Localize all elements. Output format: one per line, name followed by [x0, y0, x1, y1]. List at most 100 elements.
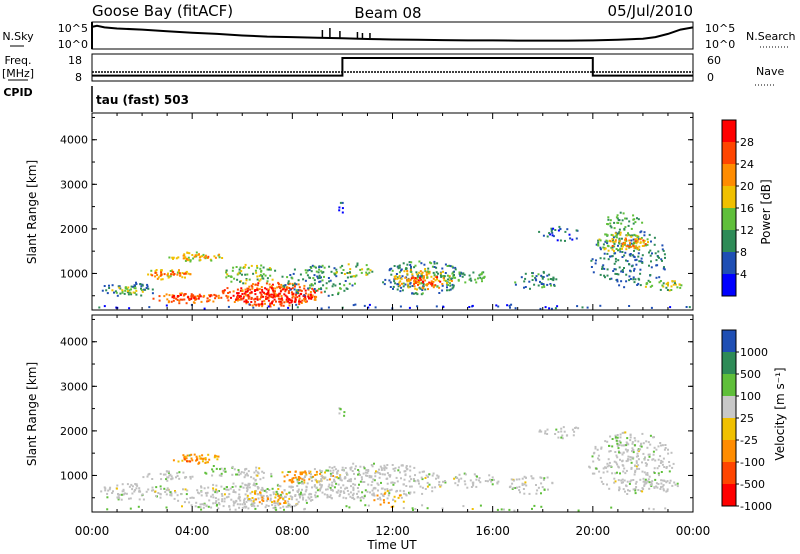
scatter-cell: [633, 256, 636, 259]
scatter-cell: [550, 307, 553, 310]
scatter-cell: [200, 457, 203, 460]
scatter-cell: [298, 494, 301, 497]
scatter-cell: [336, 476, 339, 479]
scatter-cell: [351, 275, 354, 278]
velocity-colorbar-segment: [722, 330, 736, 352]
scatter-cell: [464, 483, 467, 486]
scatter-cell: [303, 297, 305, 300]
scatter-cell: [632, 456, 635, 459]
scatter-cell: [308, 297, 310, 300]
scatter-cell: [291, 486, 294, 488]
scatter-cell: [123, 292, 126, 295]
scatter-cell: [127, 293, 130, 296]
scatter-cell: [276, 502, 279, 505]
scatter-cell: [206, 257, 209, 259]
scatter-cell: [660, 471, 663, 473]
scatter-cell: [318, 287, 320, 290]
scatter-cell: [371, 480, 374, 483]
scatter-cell: [454, 268, 457, 271]
scatter-cell: [353, 498, 356, 501]
scatter-cell: [236, 473, 239, 476]
scatter-cell: [546, 274, 549, 277]
scatter-cell: [267, 296, 270, 299]
scatter-cell: [646, 282, 649, 285]
scatter-cell: [136, 484, 139, 487]
scatter-cell: [635, 455, 638, 458]
scatter-cell: [271, 302, 273, 305]
scatter-cell: [184, 488, 187, 491]
scatter-cell: [181, 298, 184, 301]
scatter-cell: [630, 265, 633, 268]
scatter-cell: [659, 488, 662, 490]
scatter-cell: [448, 275, 451, 278]
scatter-cell: [532, 477, 535, 480]
scatter-cell: [551, 482, 554, 485]
scatter-cell: [329, 279, 332, 282]
scatter-cell: [451, 277, 454, 280]
scatter-cell: [199, 259, 202, 261]
scatter-cell: [421, 486, 424, 489]
scatter-cell: [627, 224, 630, 227]
velocity-colorbar-segment: [722, 418, 736, 440]
scatter-cell: [364, 504, 367, 507]
scatter-cell: [598, 470, 601, 473]
scatter-cell: [193, 453, 196, 456]
scatter-cell: [413, 491, 416, 494]
scatter-cell: [636, 239, 639, 242]
scatter-cell: [258, 304, 261, 307]
scatter-cell: [319, 489, 321, 492]
scatter-cell: [454, 482, 457, 485]
scatter-cell: [308, 493, 311, 496]
scatter-cell: [280, 286, 283, 289]
scatter-cell: [380, 492, 383, 495]
scatter-cell: [133, 490, 136, 493]
scatter-cell: [195, 298, 197, 301]
scatter-cell: [551, 234, 554, 237]
scatter-cell: [328, 483, 331, 486]
scatter-cell: [196, 295, 199, 297]
scatter-cell: [322, 476, 325, 479]
scatter-cell: [637, 489, 640, 491]
scatter-cell: [635, 486, 638, 488]
scatter-cell: [201, 460, 204, 463]
scatter-cell: [599, 257, 602, 260]
scatter-cell: [643, 239, 646, 242]
scatter-cell: [171, 477, 174, 480]
scatter-cell: [619, 472, 621, 475]
scatter-cell: [354, 303, 357, 306]
scatter-cell: [201, 503, 204, 506]
scatter-cell: [409, 281, 412, 284]
scatter-cell: [300, 491, 302, 494]
scatter-cell: [374, 306, 377, 309]
scatter-cell: [244, 282, 247, 285]
scatter-cell: [217, 501, 220, 504]
scatter-cell: [531, 275, 534, 278]
scatter-cell: [667, 452, 670, 455]
scatter-cell: [137, 505, 140, 508]
scatter-cell: [371, 493, 374, 496]
scatter-cell: [577, 509, 580, 512]
scatter-cell: [160, 271, 163, 274]
scatter-cell: [233, 468, 236, 471]
scatter-cell: [121, 290, 124, 293]
scatter-cell: [386, 482, 389, 485]
scatter-cell: [259, 291, 262, 294]
scatter-cell: [412, 509, 414, 511]
scatter-cell: [304, 269, 307, 272]
scatter-cell: [133, 284, 136, 287]
scatter-cell: [358, 470, 361, 473]
scatter-cell: [169, 275, 172, 278]
scatter-cell: [640, 445, 643, 448]
scatter-cell: [623, 227, 626, 230]
scatter-cell: [390, 481, 393, 484]
scatter-cell: [662, 484, 665, 487]
scatter-cell: [414, 287, 417, 290]
scatter-cell: [245, 279, 248, 282]
scatter-cell: [366, 471, 369, 474]
scatter-cell: [409, 264, 412, 266]
scatter-cell: [311, 287, 314, 290]
scatter-cell: [129, 497, 132, 500]
scatter-cell: [285, 505, 288, 508]
scatter-cell: [322, 284, 325, 287]
scatter-cell: [613, 227, 616, 230]
